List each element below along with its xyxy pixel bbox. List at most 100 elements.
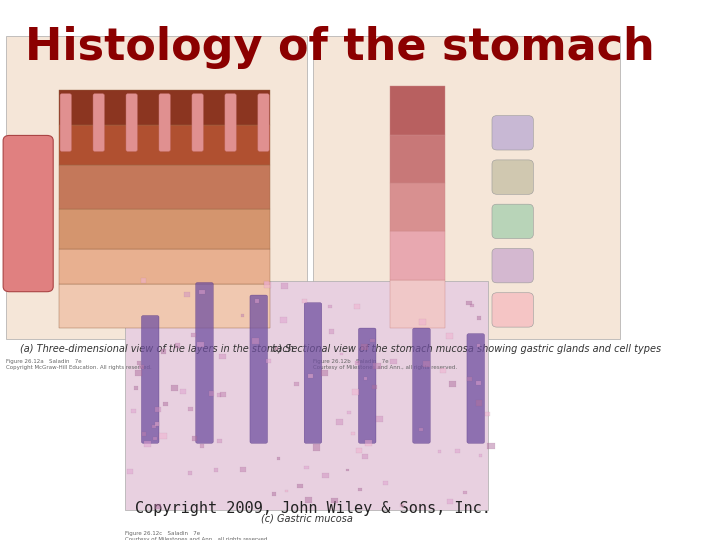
Bar xyxy=(469,303,474,307)
FancyBboxPatch shape xyxy=(93,94,104,151)
Bar xyxy=(217,439,222,443)
Bar xyxy=(264,281,269,285)
Bar xyxy=(171,386,178,391)
Bar xyxy=(155,504,161,509)
FancyBboxPatch shape xyxy=(60,94,71,151)
Bar xyxy=(280,317,287,323)
Bar xyxy=(390,359,397,364)
Bar xyxy=(131,409,136,414)
Bar xyxy=(307,374,313,378)
Bar xyxy=(390,183,445,232)
Bar xyxy=(419,428,423,430)
Bar xyxy=(240,467,246,471)
Bar xyxy=(372,384,377,389)
Bar xyxy=(155,407,161,413)
Bar xyxy=(336,419,343,425)
Bar xyxy=(487,443,495,449)
Bar xyxy=(352,389,359,395)
Bar xyxy=(220,392,226,397)
Bar xyxy=(60,90,270,125)
FancyBboxPatch shape xyxy=(413,328,431,443)
Bar xyxy=(271,492,276,496)
Text: Histology of the stomach: Histology of the stomach xyxy=(25,26,654,69)
Bar xyxy=(376,416,383,422)
Bar xyxy=(365,440,372,446)
FancyBboxPatch shape xyxy=(196,282,213,443)
Bar xyxy=(188,407,193,411)
Bar xyxy=(463,491,467,494)
Bar xyxy=(197,342,204,347)
Bar xyxy=(477,316,482,320)
Bar xyxy=(199,289,204,294)
Bar xyxy=(362,454,368,459)
Bar xyxy=(454,449,459,454)
Bar xyxy=(200,444,204,448)
Bar xyxy=(252,338,259,344)
Bar xyxy=(163,402,168,406)
Bar xyxy=(323,472,329,478)
Bar xyxy=(266,359,271,363)
Bar xyxy=(60,249,270,284)
Bar xyxy=(340,353,343,355)
Text: b) Sectional view of the stomach mucosa showing gastric glands and cell types: b) Sectional view of the stomach mucosa … xyxy=(271,344,661,354)
Text: (a) Three-dimensional view of the layers in the stomach: (a) Three-dimensional view of the layers… xyxy=(19,344,294,354)
Bar xyxy=(60,125,270,165)
Bar xyxy=(305,465,309,469)
Bar xyxy=(133,386,138,390)
Bar xyxy=(175,343,180,348)
Bar xyxy=(312,444,320,451)
Bar xyxy=(390,280,445,328)
FancyBboxPatch shape xyxy=(250,295,268,443)
Bar xyxy=(354,304,360,309)
Bar xyxy=(371,339,374,342)
Bar xyxy=(328,305,332,308)
Text: Figure 26.12c   Saladin   7e
Courtesy of Milestones and Ann., all rights reserve: Figure 26.12c Saladin 7e Courtesy of Mil… xyxy=(125,531,269,540)
FancyBboxPatch shape xyxy=(492,204,534,239)
Bar xyxy=(479,454,482,457)
Bar xyxy=(438,450,441,453)
Bar xyxy=(446,333,453,339)
Bar xyxy=(302,299,307,303)
Bar xyxy=(390,232,445,280)
Bar xyxy=(192,436,197,441)
Bar xyxy=(180,389,186,394)
Bar xyxy=(383,481,388,485)
Bar xyxy=(125,281,488,510)
Bar xyxy=(142,432,146,436)
Bar xyxy=(331,498,338,503)
Bar xyxy=(152,426,156,428)
Bar xyxy=(440,368,446,373)
FancyBboxPatch shape xyxy=(492,116,534,150)
FancyBboxPatch shape xyxy=(258,94,269,151)
Bar xyxy=(419,319,426,325)
Bar xyxy=(364,377,367,380)
Bar xyxy=(281,283,288,289)
Bar xyxy=(485,412,490,416)
Bar xyxy=(127,469,132,474)
FancyBboxPatch shape xyxy=(3,136,53,292)
Bar xyxy=(217,393,221,396)
Bar xyxy=(400,504,404,507)
Bar xyxy=(60,165,270,209)
Bar xyxy=(274,347,278,350)
FancyBboxPatch shape xyxy=(359,328,376,443)
Bar xyxy=(241,314,244,317)
Bar xyxy=(60,284,270,328)
FancyBboxPatch shape xyxy=(159,94,170,151)
Bar xyxy=(209,392,215,396)
Bar xyxy=(423,361,430,367)
Bar xyxy=(284,490,288,492)
Bar xyxy=(467,301,472,306)
Bar xyxy=(359,488,362,491)
Bar xyxy=(276,456,280,460)
Bar xyxy=(477,344,480,347)
Bar xyxy=(137,361,141,365)
Bar xyxy=(477,381,482,385)
Bar xyxy=(192,333,197,338)
Bar xyxy=(313,37,620,339)
Bar xyxy=(390,135,445,183)
Bar xyxy=(329,329,334,334)
Bar xyxy=(305,497,312,503)
FancyBboxPatch shape xyxy=(492,160,534,194)
Bar xyxy=(264,282,271,288)
